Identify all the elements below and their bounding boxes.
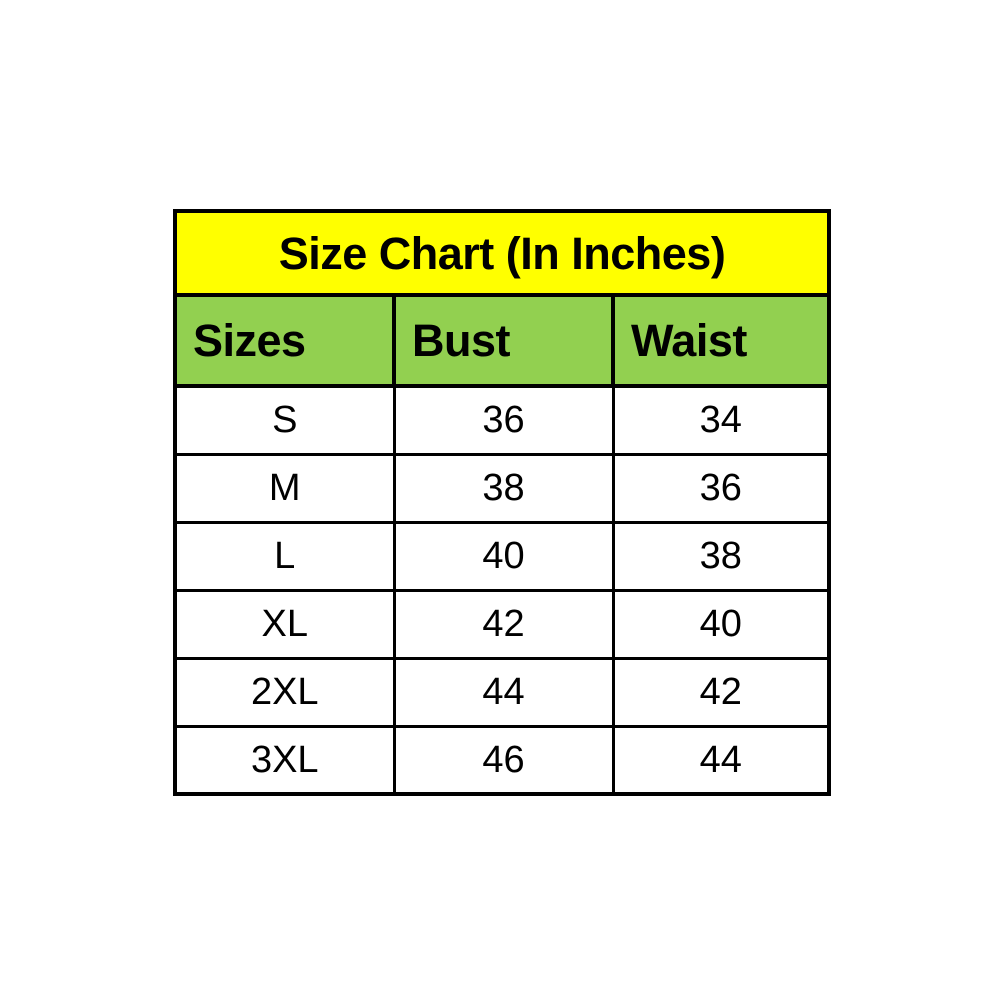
column-header-waist: Waist [613, 295, 830, 388]
table-row: XL 42 40 [175, 590, 830, 660]
cell-size: S [175, 386, 396, 456]
cell-size: 3XL [175, 726, 396, 794]
cell-waist: 44 [613, 726, 830, 794]
chart-title: Size Chart (In Inches) [175, 211, 830, 297]
cell-size: L [175, 522, 396, 592]
cell-bust: 46 [394, 726, 615, 794]
table-title-row: Size Chart (In Inches) [175, 211, 830, 297]
cell-bust: 42 [394, 590, 615, 660]
table-header-row: Sizes Bust Waist [175, 295, 830, 388]
size-chart-table: Size Chart (In Inches) Sizes Bust Waist … [173, 209, 832, 796]
column-header-bust: Bust [394, 295, 615, 388]
cell-waist: 40 [613, 590, 830, 660]
cell-bust: 44 [394, 658, 615, 728]
cell-bust: 40 [394, 522, 615, 592]
column-header-sizes: Sizes [175, 295, 396, 388]
cell-waist: 36 [613, 454, 830, 524]
cell-waist: 42 [613, 658, 830, 728]
cell-waist: 34 [613, 386, 830, 456]
size-chart-container: Size Chart (In Inches) Sizes Bust Waist … [173, 209, 832, 796]
table-row: 3XL 46 44 [175, 726, 830, 794]
cell-size: 2XL [175, 658, 396, 728]
cell-bust: 36 [394, 386, 615, 456]
cell-waist: 38 [613, 522, 830, 592]
table-row: S 36 34 [175, 386, 830, 456]
cell-bust: 38 [394, 454, 615, 524]
cell-size: M [175, 454, 396, 524]
table-row: 2XL 44 42 [175, 658, 830, 728]
table-row: L 40 38 [175, 522, 830, 592]
table-row: M 38 36 [175, 454, 830, 524]
cell-size: XL [175, 590, 396, 660]
